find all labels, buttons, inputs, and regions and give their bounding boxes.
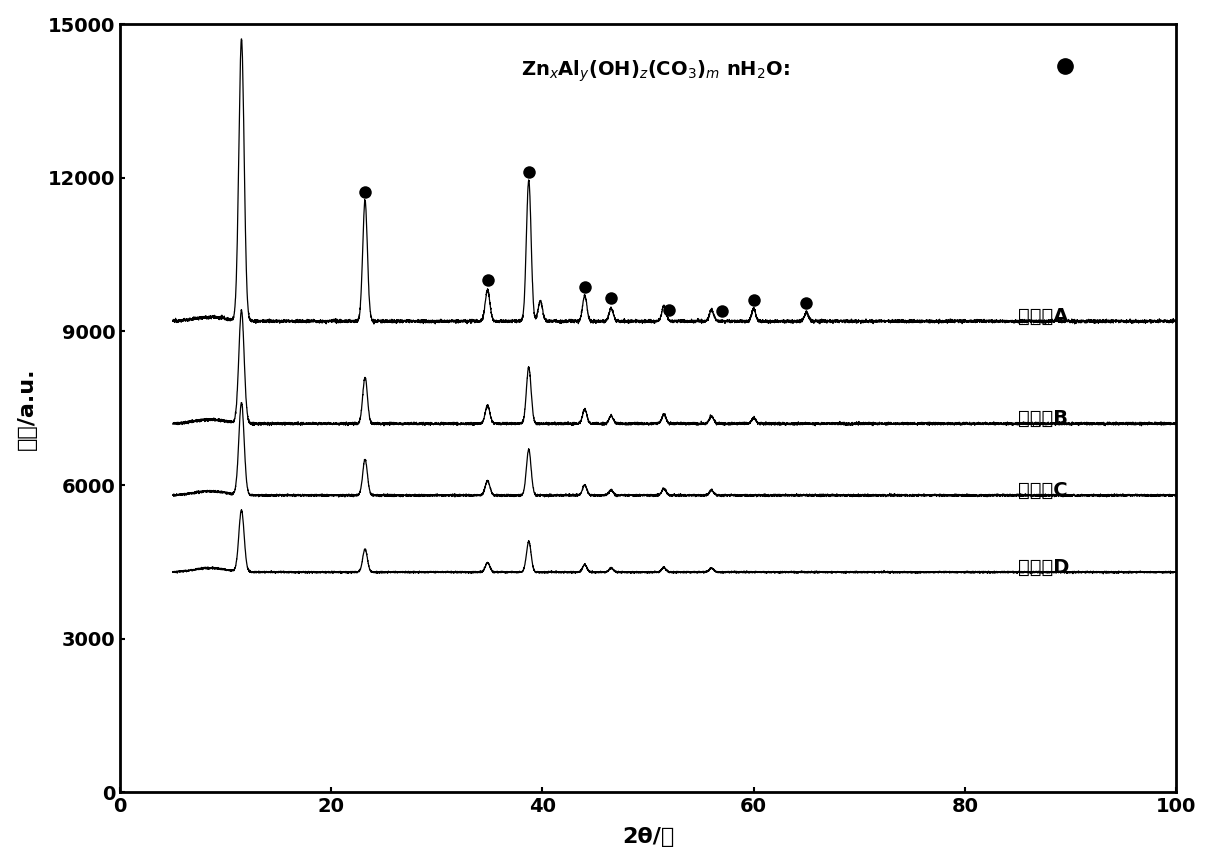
Text: 前驱体D: 前驱体D (1018, 557, 1069, 576)
Text: 前驱体B: 前驱体B (1018, 409, 1067, 428)
Y-axis label: 强度/a.u.: 强度/a.u. (17, 367, 36, 449)
Text: Zn$_x$Al$_y$(OH)$_z$(CO$_3$)$_m$ nH$_2$O:: Zn$_x$Al$_y$(OH)$_z$(CO$_3$)$_m$ nH$_2$O… (522, 59, 790, 84)
Text: 前驱体C: 前驱体C (1018, 480, 1067, 499)
Text: 前驱体A: 前驱体A (1018, 307, 1069, 326)
X-axis label: 2θ/度: 2θ/度 (622, 828, 674, 848)
